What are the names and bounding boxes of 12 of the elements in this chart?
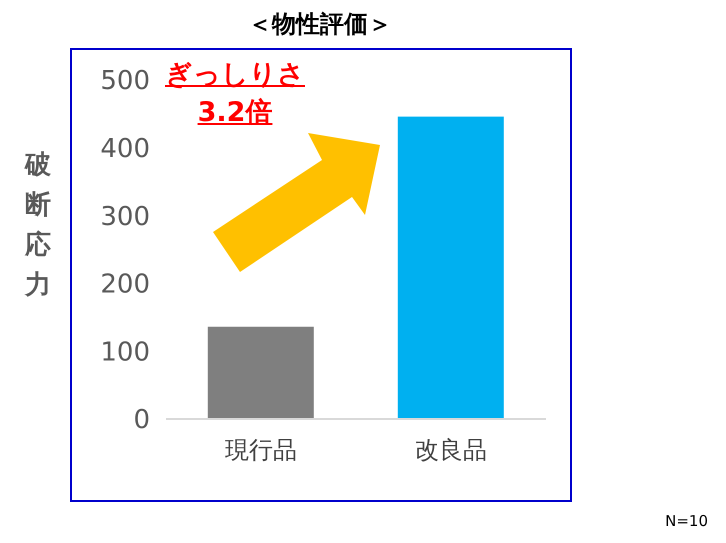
x-tick-label: 現行品 <box>225 436 297 464</box>
y-tick-label: 300 <box>100 202 150 232</box>
y-tick-label: 100 <box>100 337 150 368</box>
y-tick-label: 200 <box>100 270 150 300</box>
y-tick-label: 400 <box>100 134 150 164</box>
text: N=10 <box>665 512 708 530</box>
y-tick-label: 500 <box>100 66 150 96</box>
y-tick-label: 0 <box>133 405 150 436</box>
x-tick-label: 改良品 <box>415 436 487 464</box>
annotation: ぎっしりさ 3.2倍 <box>164 58 306 130</box>
chart-title: ＜物性評価＞ <box>247 9 393 40</box>
y-axis-title: 破断応力 <box>23 149 52 302</box>
